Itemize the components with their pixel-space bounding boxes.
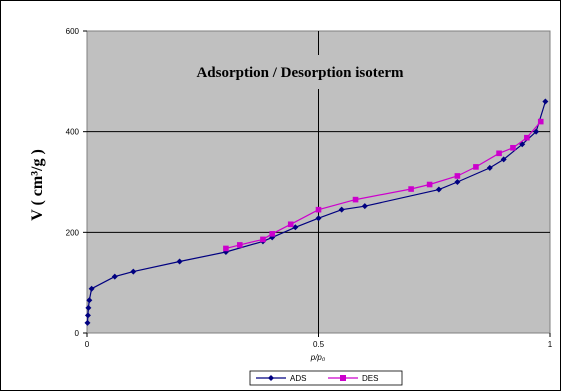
x-tick-label: 0 (85, 340, 90, 349)
ads-data-point (533, 128, 540, 135)
ads-data-point (88, 285, 95, 292)
y-tick-label: 400 (66, 128, 80, 137)
ads-data-point (130, 268, 137, 275)
x-axis-label: p/p₀ (310, 353, 326, 362)
axis-ticks: 0 200 400 600 0 0.5 1 (66, 27, 553, 349)
ads-legend-marker (268, 375, 274, 381)
des-data-point (510, 144, 516, 151)
ads-data-point (542, 98, 549, 105)
x-tick-label: 1 (548, 340, 553, 349)
series-lines (84, 98, 549, 326)
des-legend-marker (340, 375, 346, 381)
des-legend-label: DES (362, 374, 378, 383)
ads-data-point (454, 179, 461, 185)
des-data-point (496, 150, 502, 157)
ads-data-point (85, 304, 92, 311)
ads-data-point (500, 156, 507, 163)
ads-data-point (111, 273, 118, 280)
des-data-point (223, 245, 229, 252)
chart-title: Adsorption / Desorption isoterm (196, 65, 404, 81)
legend: ADS DES (249, 370, 403, 386)
y-tick-label: 600 (66, 27, 80, 36)
legend-box (249, 370, 403, 386)
des-data-point (426, 181, 433, 188)
des-data-point (236, 242, 243, 248)
des-data-point (315, 206, 322, 213)
des-data-point (408, 186, 414, 192)
des-data-point (269, 231, 275, 237)
ads-data-point (315, 215, 322, 222)
des-data-point (537, 118, 544, 125)
y-axis-label: V ( cm³/g ) (29, 149, 46, 221)
des-data-point (287, 221, 294, 228)
ads-data-point (84, 312, 91, 319)
title-box (175, 55, 425, 89)
des-data-point (524, 134, 530, 141)
y-tick-label: 200 (66, 228, 80, 237)
ads-data-point (86, 297, 93, 304)
x-tick-label: 0.5 (313, 340, 325, 349)
des-data-point (260, 236, 266, 243)
ads-data-point (361, 203, 368, 210)
ads-data-point (292, 224, 299, 231)
ads-legend-label: ADS (290, 374, 306, 383)
ads-data-point (338, 206, 345, 213)
y-tick-label: 0 (75, 329, 80, 338)
des-data-point (473, 164, 479, 170)
ads-data-point (84, 319, 91, 326)
ads-data-point (435, 186, 442, 193)
ads-series-line (86, 101, 546, 323)
des-data-point (352, 196, 359, 203)
des-data-point (454, 173, 461, 179)
ads-data-point (176, 258, 183, 265)
ads-data-point (486, 164, 493, 171)
